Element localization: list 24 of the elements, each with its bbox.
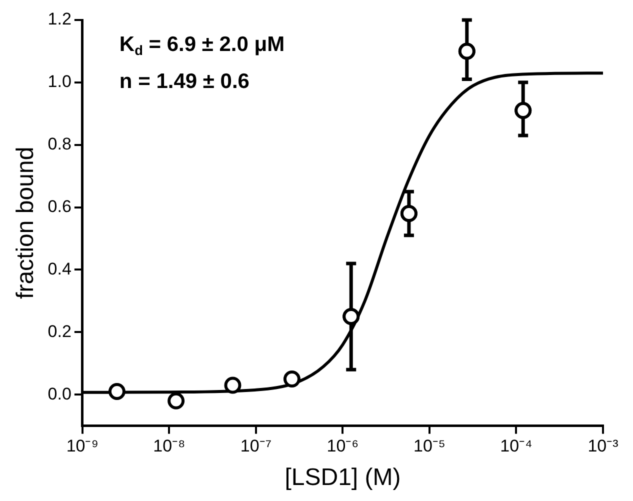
x-tick-label: 10⁻⁴ xyxy=(500,436,532,456)
x-tick-label: 10⁻⁸ xyxy=(153,436,186,456)
x-axis-title: [LSD1] (M) xyxy=(284,464,401,492)
point xyxy=(342,308,360,326)
x-tick-label: 10⁻³ xyxy=(588,436,619,456)
y-tick-label: 1.0 xyxy=(48,72,72,92)
y-tick-label: 0.6 xyxy=(48,196,72,216)
point xyxy=(458,42,476,60)
y-tick-label: 1.2 xyxy=(48,10,72,29)
x-tick-label: 10⁻⁷ xyxy=(240,436,272,456)
point xyxy=(224,376,242,394)
point xyxy=(168,392,185,410)
y-tick-label: 0.2 xyxy=(48,322,72,341)
point xyxy=(400,205,418,222)
y-tick-label: 0.8 xyxy=(48,134,72,154)
y-axis-title: fraction bound xyxy=(12,146,40,299)
annotation: n = 1.49 ± 0.6 xyxy=(119,70,250,93)
x-tick-label: 10⁻⁵ xyxy=(413,436,446,456)
point xyxy=(108,382,126,400)
y-tick-label: 0.4 xyxy=(48,259,72,278)
x-tick-label: 10⁻⁶ xyxy=(326,436,359,456)
x-tick-label: 10⁻⁹ xyxy=(66,436,99,456)
point xyxy=(283,370,300,388)
y-tick-label: 0.0 xyxy=(48,384,72,404)
